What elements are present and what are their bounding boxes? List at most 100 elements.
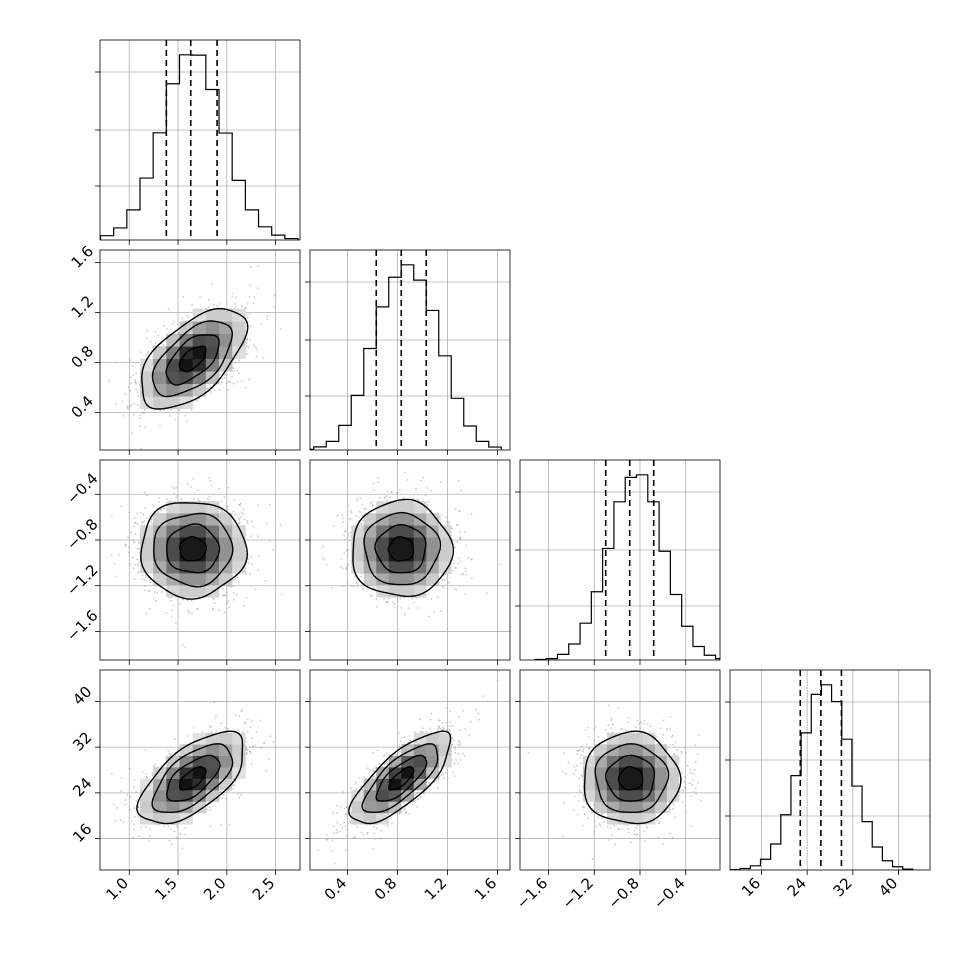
density-cell — [153, 812, 167, 825]
density-cell — [438, 549, 452, 562]
scatter-point — [175, 486, 178, 489]
scatter-point — [129, 359, 132, 362]
density-cell — [232, 549, 246, 562]
scatter-point — [496, 679, 499, 682]
scatter-point — [238, 521, 241, 524]
scatter-point — [135, 388, 138, 391]
scatter-point — [167, 750, 170, 752]
scatter-point — [255, 348, 258, 351]
density-cell — [618, 801, 632, 814]
scatter-point — [457, 557, 460, 560]
scatter-point — [671, 836, 674, 839]
scatter-point — [475, 708, 477, 711]
scatter-point — [613, 824, 616, 827]
x-tick-label: 1.6 — [471, 874, 501, 904]
density-cell — [401, 767, 415, 779]
scatter-point — [416, 798, 419, 801]
scatter-point — [430, 712, 433, 715]
scatter-point — [244, 307, 247, 310]
scatter-point — [339, 824, 342, 826]
scatter-point — [380, 829, 383, 832]
scatter-point — [165, 611, 168, 614]
scatter-point — [154, 331, 157, 333]
density-cell — [351, 549, 365, 562]
scatter-point — [440, 577, 443, 580]
scatter-point — [445, 520, 448, 523]
x-tick-label: −1.2 — [559, 874, 597, 912]
scatter-point — [699, 799, 702, 802]
axes-frame — [309, 669, 511, 871]
scatter-point — [186, 735, 189, 737]
scatter-point — [241, 511, 244, 514]
scatter-point — [266, 318, 269, 321]
histogram-step — [730, 684, 914, 870]
scatter-point — [224, 595, 227, 597]
scatter-point — [148, 589, 151, 592]
density-cell — [654, 801, 668, 814]
scatter-point — [696, 781, 699, 784]
scatter-point — [427, 501, 430, 504]
scatter-point — [686, 764, 689, 767]
density-cell — [153, 790, 167, 802]
scatter-point — [672, 743, 674, 746]
scatter-point — [341, 826, 344, 829]
y-tick-label: 1.6 — [68, 242, 98, 272]
scatter-point — [403, 807, 406, 810]
scatter-point — [412, 497, 414, 500]
scatter-point — [124, 803, 127, 806]
scatter-point — [627, 828, 630, 830]
scatter-point — [690, 825, 693, 827]
scatter-point — [133, 578, 136, 580]
scatter-point — [130, 403, 132, 406]
scatter-point — [137, 806, 140, 809]
scatter-point — [266, 522, 268, 525]
scatter-point — [411, 597, 414, 600]
scatter-point — [133, 541, 136, 544]
scatter-point — [339, 830, 342, 833]
scatter-point — [208, 496, 211, 498]
scatter-point — [137, 809, 140, 812]
density-cell — [166, 383, 180, 397]
scatter-point — [135, 372, 138, 374]
scatter-panel-0-2: −1.6 −1.2 −0.8 −0.4 — [63, 459, 301, 665]
scatter-point — [262, 356, 265, 359]
scatter-point — [649, 730, 651, 733]
scatter-point — [379, 496, 381, 499]
scatter-point — [254, 346, 257, 349]
scatter-point — [662, 843, 665, 845]
scatter-point — [144, 574, 147, 577]
scatter-point — [581, 824, 584, 827]
scatter-point — [694, 761, 697, 764]
density-cell — [166, 549, 180, 562]
x-tick-label: 1.2 — [421, 874, 451, 904]
scatter-point — [400, 737, 403, 740]
density-cell — [388, 767, 402, 779]
scatter-point — [110, 514, 113, 517]
density-cell — [179, 767, 193, 779]
scatter-point — [413, 601, 416, 604]
scatter-point — [139, 351, 142, 354]
scatter-point — [211, 282, 213, 285]
scatter-point — [323, 558, 326, 561]
scatter-point — [574, 769, 577, 772]
histogram-panel-0 — [95, 39, 301, 245]
scatter-point — [564, 772, 567, 775]
scatter-point — [597, 816, 600, 819]
scatter-point — [399, 740, 402, 743]
density-cell — [205, 501, 220, 514]
scatter-point — [245, 341, 248, 344]
scatter-point — [134, 563, 137, 566]
scatter-point — [459, 759, 462, 761]
scatter-point — [443, 578, 446, 581]
scatter-point — [246, 519, 249, 522]
scatter-point — [246, 718, 249, 721]
scatter-point — [372, 777, 375, 780]
density-cell — [219, 537, 233, 550]
scatter-point — [458, 509, 461, 512]
density-cell — [192, 790, 207, 802]
scatter-point — [116, 807, 119, 809]
scatter-point — [437, 787, 440, 790]
scatter-point — [156, 592, 159, 594]
contour-level-3 — [348, 730, 452, 825]
scatter-point — [438, 776, 441, 778]
